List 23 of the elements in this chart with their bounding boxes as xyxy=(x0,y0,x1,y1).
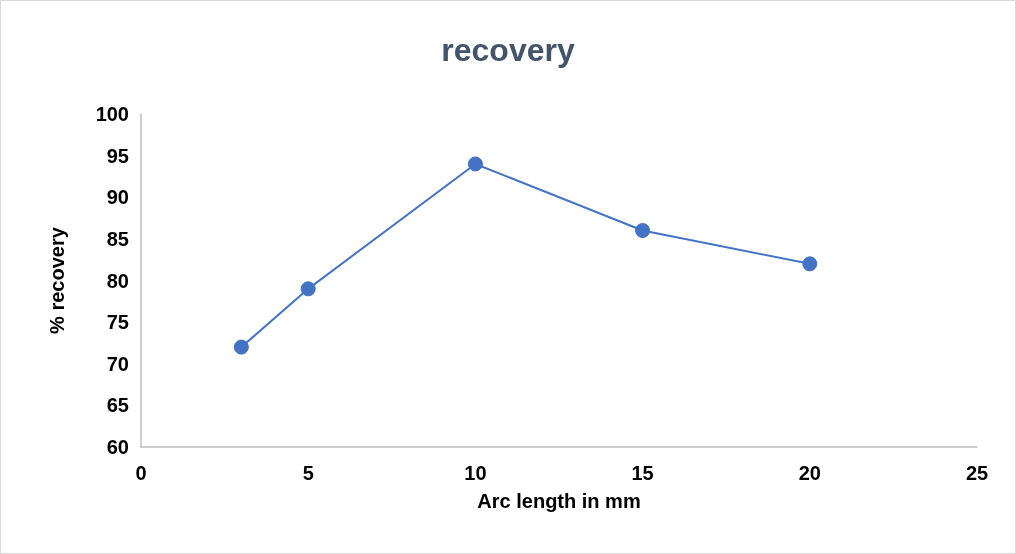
point xyxy=(467,156,483,172)
x-tick-label: 25 xyxy=(965,462,989,484)
x-tick-label: 10 xyxy=(464,462,487,484)
x-tick-label: 15 xyxy=(631,462,654,484)
x-axis-title: Arc length in mm xyxy=(477,490,641,512)
y-axis-title: % recovery xyxy=(46,226,68,334)
y-tick-label: 65 xyxy=(106,394,129,417)
y-tick-label: 90 xyxy=(106,186,129,209)
x-tick-label: 20 xyxy=(798,462,821,484)
y-tick-label: 80 xyxy=(106,269,129,292)
chart-title: recovery xyxy=(441,32,575,68)
y-tick-label: 75 xyxy=(106,311,129,334)
point xyxy=(233,339,249,355)
point xyxy=(635,223,651,239)
point xyxy=(802,256,818,272)
y-tick-label: 70 xyxy=(106,352,129,375)
y-tick-label: 85 xyxy=(106,227,129,250)
y-tick-label: 60 xyxy=(106,436,129,458)
y-tick-label: 100 xyxy=(95,103,129,125)
x-tick-label: 0 xyxy=(135,462,147,484)
y-tick-label: 95 xyxy=(106,144,129,167)
x-tick-label: 5 xyxy=(302,462,314,484)
point xyxy=(300,281,316,297)
